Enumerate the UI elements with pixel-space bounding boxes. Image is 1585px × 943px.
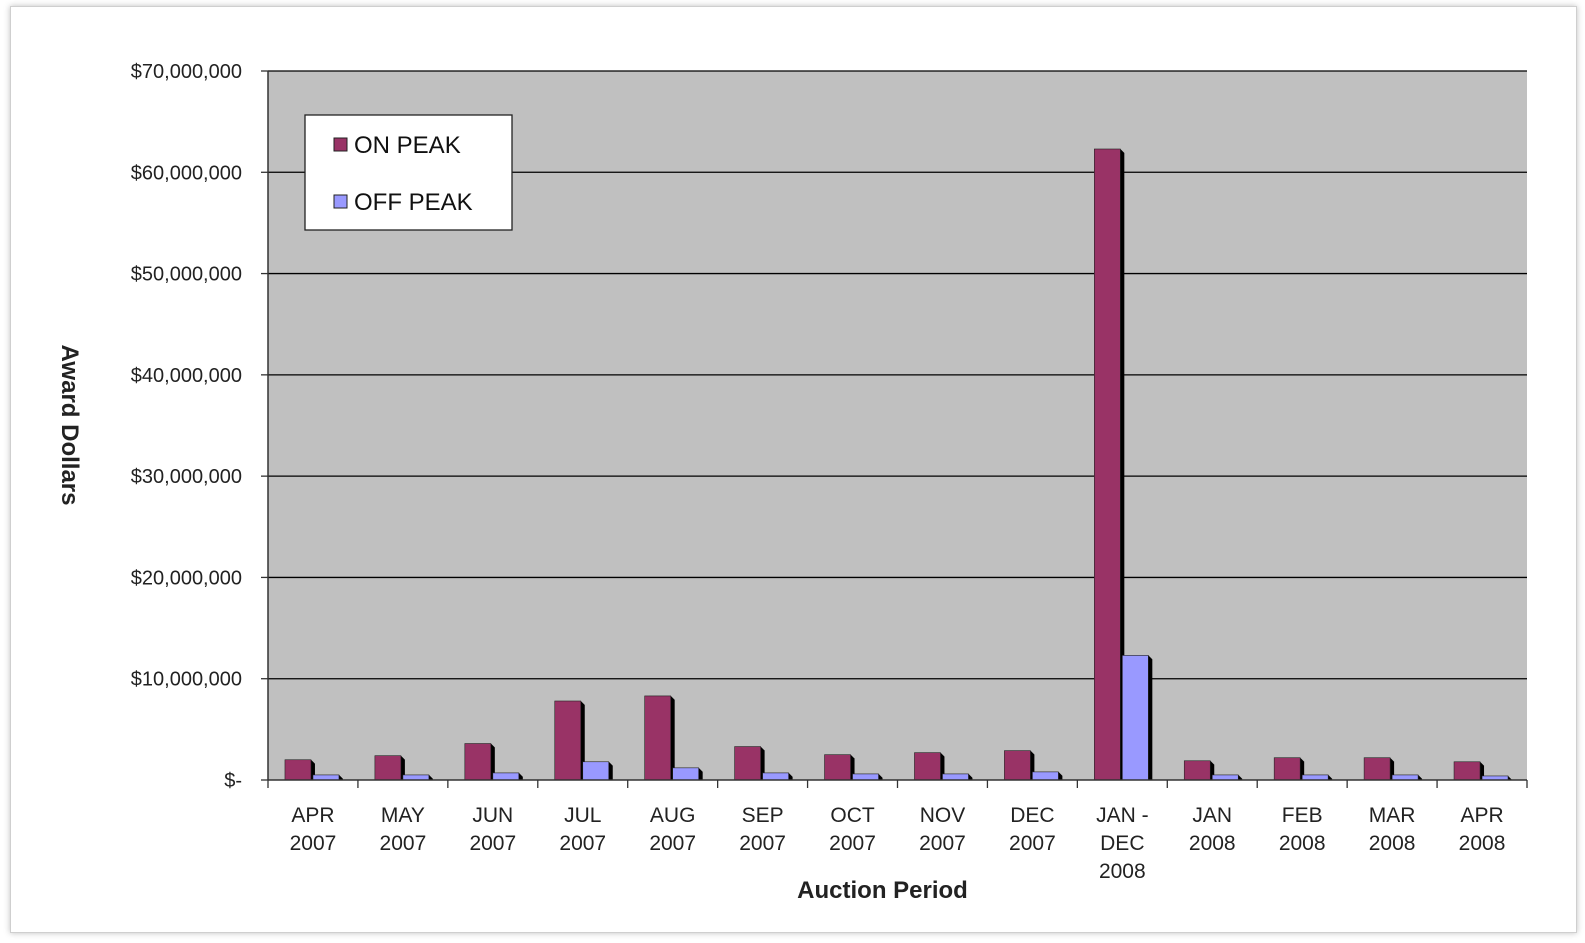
bar-shadow (1300, 757, 1305, 780)
y-tick-label: $50,000,000 (131, 264, 242, 286)
x-tick-label: NOV 2007 (919, 804, 966, 855)
bar-on-peak (1183, 760, 1211, 781)
y-tick-label: $30,000,000 (131, 466, 242, 488)
bar-shadow (940, 752, 945, 780)
bar-off-peak (1211, 774, 1239, 781)
y-tick-label: $20,000,000 (131, 567, 242, 589)
legend-swatch-on-peak (333, 137, 348, 152)
bar-off-peak (1301, 774, 1329, 781)
bar-shadow (608, 761, 613, 780)
bar-off-peak (312, 774, 340, 781)
bar-on-peak (1273, 757, 1301, 781)
bar-on-peak (644, 695, 671, 781)
x-tick-label: JUN 2007 (469, 804, 516, 855)
bar-on-peak (374, 755, 402, 781)
legend: ON PEAK OFF PEAK (304, 114, 513, 231)
x-tick-label: JAN -DEC 2008 (1096, 804, 1149, 883)
x-tick-label: AUG 2007 (649, 804, 696, 855)
bar-off-peak (762, 772, 789, 781)
legend-swatch-off-peak (333, 194, 348, 209)
legend-label-on-peak: ON PEAK (354, 132, 461, 159)
bars (284, 148, 1513, 781)
x-axis-title: Auction Period (797, 877, 968, 904)
bar-off-peak (582, 761, 610, 781)
bar-on-peak (284, 759, 312, 781)
bar-shadow (1390, 757, 1395, 780)
y-tick-label: $40,000,000 (131, 365, 242, 387)
x-tick-label: MAY 2007 (380, 804, 427, 855)
y-tick-label: $10,000,000 (131, 669, 242, 691)
x-tick-label: MAR 2008 (1369, 804, 1416, 855)
bar-on-peak (1363, 757, 1391, 781)
bar-on-peak (824, 754, 851, 781)
bar-on-peak (914, 752, 941, 781)
bar-off-peak (492, 772, 520, 781)
bar-on-peak (554, 700, 582, 781)
x-tick-label: APR 2007 (290, 804, 337, 855)
bar-off-peak (402, 774, 430, 781)
y-tick-label: $- (224, 770, 242, 792)
bar-shadow (490, 743, 495, 780)
y-tick-label: $70,000,000 (131, 61, 242, 83)
bar-off-peak (852, 773, 879, 781)
bar-off-peak (1032, 771, 1059, 781)
x-tick-label: DEC 2007 (1009, 804, 1056, 855)
bar-shadow (760, 746, 765, 780)
bar-shadow (580, 700, 585, 780)
bar-on-peak (1094, 148, 1121, 781)
legend-label-off-peak: OFF PEAK (354, 189, 473, 216)
bar-shadow (670, 695, 675, 780)
x-axis-ticks: APR 2007 MAY 2007 JUN 2007 JUL 2007 AUG 2007 SEP 20… (267, 780, 1528, 883)
bar-shadow (1120, 148, 1125, 781)
bar-on-peak (464, 743, 492, 781)
x-tick-label: FEB 2008 (1279, 804, 1326, 855)
bar-off-peak (942, 773, 969, 781)
bar-on-peak (1004, 750, 1031, 781)
bar-shadow (1480, 761, 1485, 780)
y-axis-title: Award Dollars (56, 345, 83, 506)
x-tick-label: JUL 2007 (559, 804, 606, 855)
bar-off-peak (1122, 655, 1149, 781)
x-tick-label: APR 2008 (1459, 804, 1506, 855)
bar-on-peak (1453, 761, 1481, 781)
legend-box (304, 114, 513, 231)
bar-on-peak (734, 746, 761, 781)
y-tick-label: $60,000,000 (131, 162, 242, 184)
bar-shadow (400, 755, 405, 780)
bar-off-peak (1391, 774, 1419, 781)
x-tick-label: JAN 2008 (1189, 804, 1236, 855)
x-tick-label: OCT 2007 (829, 804, 876, 855)
x-tick-label: SEP 2007 (739, 804, 786, 855)
bar-off-peak (672, 767, 699, 781)
y-axis-ticks: $- $10,000,000 $20,000,000 $30,000,000 $40,0… (131, 61, 268, 792)
bar-shadow (1148, 655, 1153, 780)
